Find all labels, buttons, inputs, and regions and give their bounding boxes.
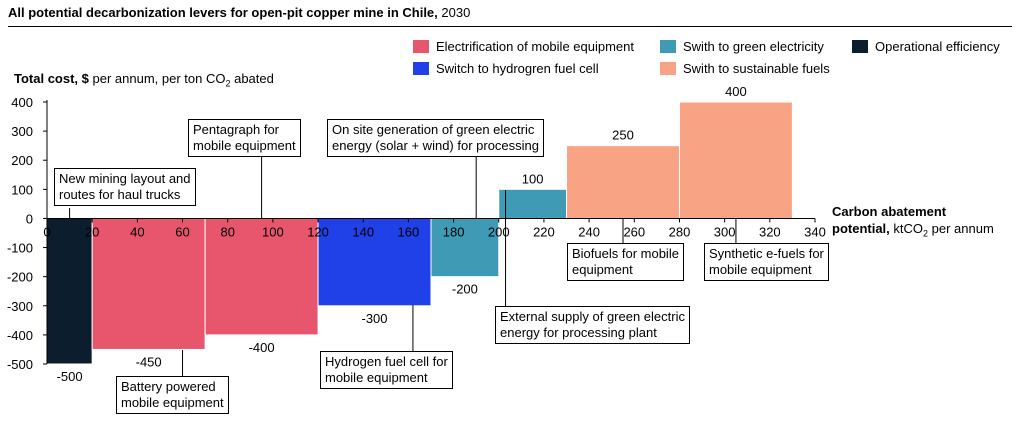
value-label-5: 100	[522, 171, 544, 186]
chart-title: All potential decarbonization levers for…	[8, 5, 470, 20]
x-axis-label-bold: potential,	[832, 221, 890, 236]
y-tick-label-4: 0	[26, 211, 33, 226]
x-tick-label-2: 40	[130, 224, 144, 239]
annotation-biofuels-line1: Biofuels for mobile	[572, 246, 679, 261]
chart-title-bold: All potential decarbonization levers for…	[8, 5, 438, 20]
annotation-hydrogen-line2: mobile equipment	[325, 370, 428, 385]
annotation-external-line2: energy for processing plant	[500, 325, 657, 340]
y-tick-label-8: -400	[7, 328, 33, 343]
value-label-4: -200	[452, 282, 478, 297]
annotation-pentagraph-line2: mobile equipment	[193, 138, 296, 153]
y-tick-label-0: 400	[11, 95, 33, 110]
bar-7	[678, 101, 793, 219]
annotation-pentagraph: Pentagraph for mobile equipment	[188, 119, 301, 157]
x-axis-label-line1: Carbon abatement	[832, 204, 947, 219]
x-tick-label-17: 340	[804, 224, 826, 239]
legend-swatch-sustainable-fuels	[660, 62, 676, 75]
x-tick-label-9: 180	[443, 224, 465, 239]
annotation-on-site-generation: On site generation of green electric ener…	[327, 119, 545, 157]
y-tick-label-3: 100	[11, 182, 33, 197]
bar-6	[566, 145, 680, 219]
x-tick-label-6: 120	[307, 224, 329, 239]
x-tick-label-3: 60	[175, 224, 189, 239]
value-label-6: 250	[612, 128, 634, 143]
annotation-hydrogen: Hydrogen fuel cell for mobile equipment	[320, 351, 453, 389]
legend-label-sustainable-fuels: Swith to sustainable fuels	[683, 61, 830, 76]
value-label-0: -500	[57, 369, 83, 384]
bar-0	[46, 217, 93, 365]
y-axis-label-sub: 2	[225, 78, 231, 89]
y-axis-label-bold: Total cost, $	[14, 71, 89, 86]
legend-label-electrification: Electrification of mobile equipment	[436, 39, 634, 54]
annotation-biofuels-line2: equipment	[572, 262, 633, 277]
x-tick-label-12: 240	[578, 224, 600, 239]
annotation-battery-line2: mobile equipment	[121, 395, 224, 410]
legend-label-green-electricity: Swith to green electricity	[683, 39, 824, 54]
y-axis-label-tail: abated	[230, 71, 274, 86]
legend-label-hydrogen: Switch to hydrogren fuel cell	[436, 61, 599, 76]
annotation-efuels-line2: mobile equipment	[709, 262, 812, 277]
y-axis-label: Total cost, $ per annum, per ton CO2 aba…	[14, 71, 274, 89]
y-tick-label-5: -100	[7, 241, 33, 256]
annotation-external-line1: External supply of green electric	[500, 309, 685, 324]
y-tick-label-1: 300	[11, 124, 33, 139]
x-tick-label-5: 100	[262, 224, 284, 239]
annotation-mining-layout: New mining layout and routes for haul tru…	[54, 168, 196, 206]
x-tick-label-11: 220	[533, 224, 555, 239]
x-tick-label-10: 200	[488, 224, 510, 239]
x-axis-label-text: ktCO	[889, 221, 924, 236]
title-divider	[8, 26, 1012, 27]
value-label-7: 400	[725, 84, 747, 99]
legend-label-operational-efficiency: Operational efficiency	[875, 39, 1000, 54]
bar-5	[498, 188, 568, 219]
value-label-2: -400	[249, 340, 275, 355]
x-tick-label-15: 300	[714, 224, 736, 239]
annotation-mining-layout-line1: New mining layout and	[59, 171, 191, 186]
x-tick-label-13: 260	[623, 224, 645, 239]
annotation-on-site-line1: On site generation of green electric	[332, 122, 535, 137]
annotation-mining-layout-line2: routes for haul trucks	[59, 187, 181, 202]
y-tick-label-6: -200	[7, 270, 33, 285]
y-axis-label-text: per annum, per ton CO	[88, 71, 226, 86]
x-axis-label-tail: per annum	[928, 221, 994, 236]
legend-swatch-hydrogen	[413, 62, 429, 75]
x-tick-label-8: 160	[398, 224, 420, 239]
value-label-3: -300	[362, 311, 388, 326]
y-tick-label-9: -500	[7, 357, 33, 372]
annotation-battery-line1: Battery powered	[121, 379, 216, 394]
y-tick-label-2: 200	[11, 153, 33, 168]
chart-title-year: 2030	[437, 5, 471, 20]
x-axis-label-sub: 2	[923, 228, 929, 239]
annotation-battery: Battery powered mobile equipment	[116, 376, 229, 414]
bar-3	[317, 217, 432, 307]
annotation-on-site-line2: energy (solar + wind) for processing	[332, 138, 540, 153]
x-tick-label-7: 140	[352, 224, 374, 239]
annotation-external-supply: External supply of green electric energy …	[495, 306, 690, 344]
legend-swatch-operational-efficiency	[852, 40, 868, 53]
x-tick-label-16: 320	[759, 224, 781, 239]
x-tick-label-4: 80	[220, 224, 234, 239]
legend-swatch-green-electricity	[660, 40, 676, 53]
x-axis-label: Carbon abatement potential, ktCO2 per ann…	[832, 203, 994, 243]
value-label-1: -450	[136, 354, 162, 369]
annotation-hydrogen-line1: Hydrogen fuel cell for	[325, 354, 448, 369]
annotation-biofuels: Biofuels for mobile equipment	[567, 243, 684, 281]
legend-swatch-electrification	[413, 40, 429, 53]
annotation-efuels: Synthetic e-fuels for mobile equipment	[704, 243, 829, 281]
x-tick-label-1: 20	[85, 224, 99, 239]
x-tick-label-14: 280	[669, 224, 691, 239]
y-tick-label-7: -300	[7, 299, 33, 314]
annotation-pentagraph-line1: Pentagraph for	[193, 122, 280, 137]
x-tick-label-0: 0	[43, 224, 50, 239]
bar-1	[91, 217, 206, 350]
annotation-efuels-line1: Synthetic e-fuels for	[709, 246, 824, 261]
